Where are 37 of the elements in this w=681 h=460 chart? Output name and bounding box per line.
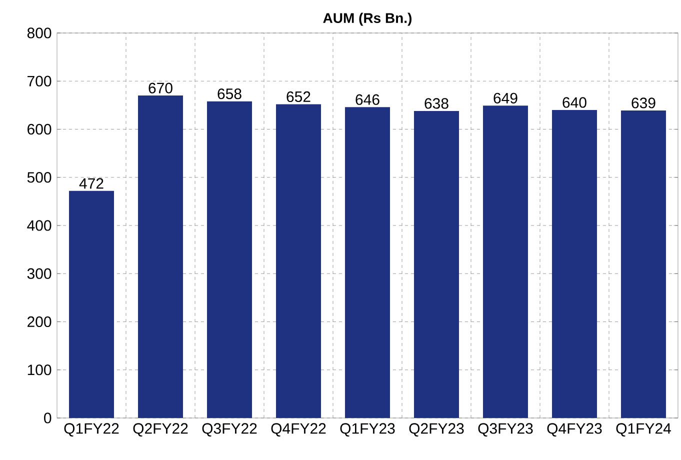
- bar: [414, 110, 459, 418]
- bar: [138, 96, 184, 418]
- bar: [69, 190, 114, 418]
- data-label: 639: [632, 98, 656, 108]
- data-label: 652: [286, 91, 310, 102]
- x-tick-label: Q2FY22: [133, 423, 188, 436]
- chart-title: AUM (Rs Bn.): [323, 12, 412, 26]
- x-tick-label: Q4FY22: [271, 423, 326, 436]
- data-label: 472: [79, 178, 104, 189]
- y-tick-label: 500: [27, 172, 52, 183]
- y-tick-label: 200: [28, 316, 52, 328]
- data-label: 670: [148, 82, 172, 94]
- data-label: 646: [356, 94, 380, 105]
- x-tick-label: Q3FY23: [478, 423, 533, 436]
- y-tick-label: 800: [27, 28, 52, 38]
- bar: [620, 110, 666, 418]
- bar: [344, 107, 390, 418]
- data-label: 649: [494, 92, 518, 104]
- y-tick-label: 600: [28, 124, 52, 135]
- y-tick-label: 0: [44, 412, 52, 424]
- x-tick-label: Q1FY24: [616, 423, 671, 436]
- data-label: 658: [218, 88, 242, 100]
- bar: [276, 104, 321, 418]
- data-label: 638: [424, 98, 448, 109]
- data-label: 640: [562, 97, 586, 108]
- y-tick-label: 400: [27, 220, 52, 231]
- bar: [207, 101, 252, 418]
- x-tick-label: Q1FY22: [64, 423, 119, 436]
- y-tick-label: 300: [27, 268, 52, 279]
- x-tick-label: Q4FY23: [547, 423, 602, 436]
- y-tick-label: 100: [28, 364, 52, 376]
- x-tick-label: Q2FY23: [409, 423, 464, 436]
- bar: [552, 110, 597, 418]
- x-tick-label: Q1FY23: [340, 423, 395, 436]
- y-tick-label: 700: [28, 76, 52, 86]
- bar: [482, 106, 528, 418]
- x-tick-label: Q3FY22: [202, 423, 257, 436]
